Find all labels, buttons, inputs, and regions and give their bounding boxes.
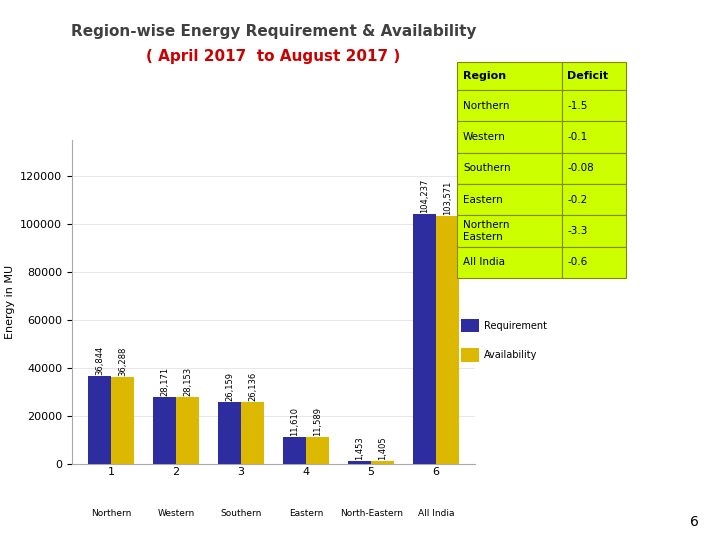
Bar bbox=[218, 402, 241, 464]
Text: North-Eastern: North-Eastern bbox=[340, 509, 402, 518]
Bar bbox=[241, 402, 264, 464]
Text: Southern: Southern bbox=[220, 509, 262, 518]
Text: Northern
Eastern: Northern Eastern bbox=[463, 220, 510, 242]
Text: Deficit: Deficit bbox=[567, 71, 608, 81]
Text: 104,237: 104,237 bbox=[420, 179, 429, 213]
Text: 1,405: 1,405 bbox=[378, 436, 387, 460]
Text: Southern: Southern bbox=[463, 164, 510, 173]
Bar bbox=[436, 216, 459, 464]
Text: 11,610: 11,610 bbox=[290, 407, 300, 436]
Text: -0.1: -0.1 bbox=[567, 132, 588, 142]
Text: All India: All India bbox=[418, 509, 454, 518]
Text: Western: Western bbox=[158, 509, 194, 518]
Text: Requirement: Requirement bbox=[484, 321, 547, 330]
Text: 26,136: 26,136 bbox=[248, 372, 257, 401]
Text: -0.08: -0.08 bbox=[567, 164, 594, 173]
Text: Eastern: Eastern bbox=[289, 509, 323, 518]
Text: 103,571: 103,571 bbox=[443, 180, 452, 215]
Bar bbox=[348, 461, 371, 464]
Text: ( April 2017  to August 2017 ): ( April 2017 to August 2017 ) bbox=[146, 49, 401, 64]
Text: 6: 6 bbox=[690, 515, 698, 529]
Text: 36,288: 36,288 bbox=[118, 347, 127, 376]
Text: 36,844: 36,844 bbox=[95, 346, 104, 375]
Bar bbox=[306, 436, 329, 464]
Bar bbox=[413, 214, 436, 464]
Text: -1.5: -1.5 bbox=[567, 101, 588, 111]
Text: -0.2: -0.2 bbox=[567, 195, 588, 205]
Text: All India: All India bbox=[463, 258, 505, 267]
Text: Region: Region bbox=[463, 71, 506, 81]
Text: 11,589: 11,589 bbox=[313, 407, 322, 436]
Text: 28,171: 28,171 bbox=[160, 367, 169, 396]
Text: -3.3: -3.3 bbox=[567, 226, 588, 236]
Y-axis label: Energy in MU: Energy in MU bbox=[4, 265, 14, 340]
Text: 28,153: 28,153 bbox=[183, 367, 192, 396]
Text: Availability: Availability bbox=[484, 350, 537, 360]
Text: 1,453: 1,453 bbox=[355, 436, 364, 460]
Bar bbox=[284, 436, 306, 464]
Bar bbox=[111, 377, 134, 464]
Bar bbox=[89, 376, 111, 464]
Text: Northern: Northern bbox=[463, 101, 510, 111]
Bar bbox=[153, 397, 176, 464]
Text: 26,159: 26,159 bbox=[225, 372, 234, 401]
Text: Western: Western bbox=[463, 132, 506, 142]
Text: Northern: Northern bbox=[91, 509, 131, 518]
Bar bbox=[371, 461, 394, 464]
Text: Region-wise Energy Requirement & Availability: Region-wise Energy Requirement & Availab… bbox=[71, 24, 477, 39]
Bar bbox=[176, 397, 199, 464]
Text: -0.6: -0.6 bbox=[567, 258, 588, 267]
Text: Eastern: Eastern bbox=[463, 195, 503, 205]
